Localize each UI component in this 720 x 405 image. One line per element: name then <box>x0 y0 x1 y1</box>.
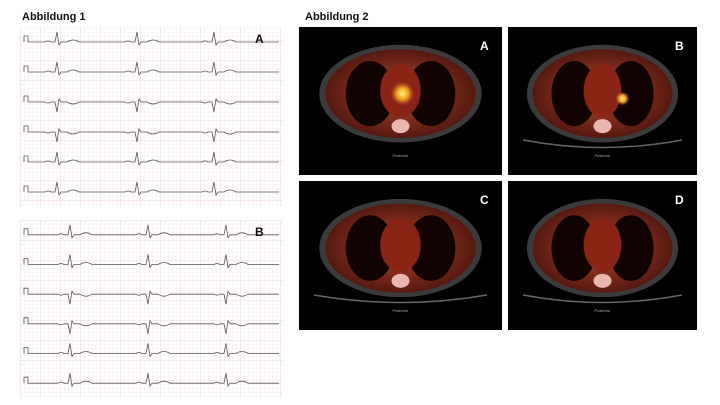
scanner-bed <box>522 139 683 149</box>
panel-label: C <box>480 193 489 207</box>
lung <box>608 215 654 281</box>
lung <box>551 215 597 281</box>
image-caption: Posterior <box>392 308 409 313</box>
ecg-trace <box>23 31 279 47</box>
panel-label: A <box>480 39 489 53</box>
ecg-trace <box>23 373 279 388</box>
ecg-panels: AB <box>20 27 283 398</box>
ecg-trace <box>23 95 279 113</box>
lung <box>608 61 654 127</box>
mediastinum <box>583 64 622 118</box>
spine <box>593 119 612 134</box>
pet-panels: A Posterior B Posterior C Posterior D Posterior <box>299 27 697 330</box>
panel-label: D <box>675 193 684 207</box>
lung <box>551 61 597 127</box>
scanner-bed <box>522 294 683 304</box>
spine <box>391 119 410 134</box>
ecg-trace <box>23 317 279 334</box>
panel-label: A <box>255 32 264 46</box>
image-caption: Posterior <box>392 153 409 158</box>
panel-label: B <box>255 225 264 239</box>
ecg-trace <box>23 125 279 143</box>
ecg-trace <box>23 254 279 269</box>
scanner-bed <box>313 294 488 304</box>
figure-title: Abbildung 2 <box>305 11 369 23</box>
ecg-background <box>20 220 283 398</box>
lung <box>406 61 456 127</box>
image-caption: Posterior <box>594 308 611 313</box>
hotspot <box>390 81 415 106</box>
ecg-trace <box>23 224 279 239</box>
panel-label: B <box>675 39 684 53</box>
spine <box>593 273 612 288</box>
ecg-trace <box>23 61 279 77</box>
ecg-background <box>20 27 283 207</box>
mediastinum <box>380 218 421 272</box>
ecg-trace <box>23 343 279 358</box>
ecg-trace <box>23 151 279 167</box>
lung <box>406 215 456 281</box>
figure-title: Abbildung 1 <box>22 11 86 23</box>
spine <box>391 273 410 288</box>
lung <box>345 61 395 127</box>
hotspot <box>615 91 630 106</box>
lung <box>345 215 395 281</box>
ecg-trace <box>23 287 279 305</box>
image-caption: Posterior <box>594 153 611 158</box>
ecg-trace <box>23 181 279 197</box>
mediastinum <box>583 218 622 272</box>
